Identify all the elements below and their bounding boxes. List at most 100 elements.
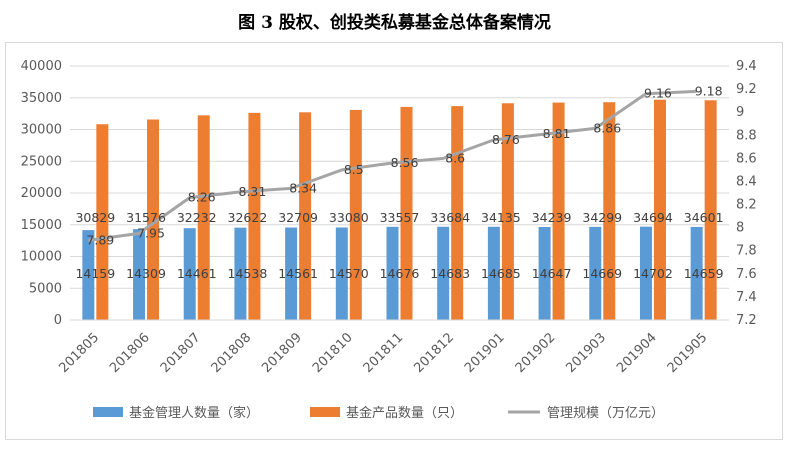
data-label-manager-count: 14570 xyxy=(329,266,369,281)
data-label-product-count: 33557 xyxy=(380,210,420,225)
bar-manager-count xyxy=(82,230,95,320)
x-tick-label: 201809 xyxy=(259,330,305,376)
bar-product-count xyxy=(603,102,616,320)
x-tick-label: 201904 xyxy=(614,330,660,376)
bar-product-count xyxy=(197,115,210,320)
y-left-tick-label: 20000 xyxy=(21,186,62,201)
bar-manager-count xyxy=(335,227,348,320)
y-right-tick-label: 8 xyxy=(736,221,744,236)
legend-swatch-manager-count xyxy=(93,407,123,417)
bar-manager-count xyxy=(183,228,196,320)
y-right-tick-label: 8.8 xyxy=(736,128,757,143)
bar-product-count xyxy=(299,112,312,320)
bar-series xyxy=(82,99,717,321)
y-axis-right: 7.2 7.4 7.6 7.8 8 8.2 8.4 8.6 8.8 9 9.2 9.4 xyxy=(736,59,757,328)
bar-product-count xyxy=(501,103,514,320)
y-right-tick-label: 9 xyxy=(736,105,744,120)
data-label-manager-count: 14659 xyxy=(684,266,724,281)
y-right-tick-label: 7.6 xyxy=(736,267,757,282)
data-label-manager-count: 14683 xyxy=(430,266,470,281)
x-tick-label: 201902 xyxy=(513,330,559,376)
bar-manager-count xyxy=(538,226,551,320)
data-label-management-scale: 8.26 xyxy=(188,190,216,205)
y-right-tick-label: 9.4 xyxy=(736,59,757,74)
x-tick-label: 201807 xyxy=(158,330,204,376)
y-left-tick-label: 40000 xyxy=(21,59,62,74)
data-label-manager-count: 14647 xyxy=(532,266,572,281)
y-right-tick-label: 8.4 xyxy=(736,174,757,189)
x-tick-label: 201811 xyxy=(361,330,407,376)
y-right-tick-label: 8.6 xyxy=(736,151,757,166)
bar-manager-count xyxy=(690,226,703,320)
data-label-management-scale: 8.86 xyxy=(593,120,621,135)
bar-manager-count xyxy=(386,226,399,320)
data-label-product-count: 34601 xyxy=(684,210,724,225)
bar-manager-count xyxy=(589,226,602,320)
data-label-management-scale: 7.89 xyxy=(86,232,114,247)
data-label-manager-count: 14561 xyxy=(278,266,318,281)
data-label-product-count: 34239 xyxy=(532,210,572,225)
bar-manager-count xyxy=(437,226,450,320)
data-label-product-count: 30829 xyxy=(75,210,115,225)
data-label-manager-count: 14702 xyxy=(633,266,673,281)
y-right-tick-label: 9.2 xyxy=(736,82,757,97)
x-tick-label: 201810 xyxy=(310,330,356,376)
data-label-management-scale: 7.95 xyxy=(137,225,165,240)
data-label-management-scale: 8.5 xyxy=(344,162,364,177)
data-label-manager-count: 14538 xyxy=(228,266,268,281)
data-label-management-scale: 9.18 xyxy=(695,83,723,98)
y-right-tick-label: 7.4 xyxy=(736,290,757,305)
bar-product-count xyxy=(653,99,666,320)
bar-product-count xyxy=(248,112,261,320)
x-tick-label: 201903 xyxy=(563,330,609,376)
y-left-tick-label: 30000 xyxy=(21,123,62,138)
y-right-tick-label: 7.8 xyxy=(736,244,757,259)
data-labels: 14159 30829 14309 31576 14461 32232 14538 32622… xyxy=(75,83,723,281)
data-label-product-count: 33684 xyxy=(430,210,470,225)
legend-label-manager-count: 基金管理人数量（家） xyxy=(129,405,259,421)
bar-manager-count xyxy=(285,227,298,320)
data-label-product-count: 31576 xyxy=(126,210,166,225)
bar-product-count xyxy=(552,102,565,320)
data-label-management-scale: 8.6 xyxy=(445,150,465,165)
data-label-management-scale: 8.81 xyxy=(543,126,571,141)
data-label-management-scale: 8.76 xyxy=(492,132,520,147)
y-left-tick-label: 15000 xyxy=(21,218,62,233)
y-axis-left: 0 5000 10000 15000 20000 25000 30000 35000 40000 xyxy=(21,59,62,328)
data-label-product-count: 33080 xyxy=(329,210,369,225)
y-left-tick-label: 35000 xyxy=(21,91,62,106)
bar-manager-count xyxy=(234,227,247,320)
legend-label-management-scale: 管理规模（万亿元） xyxy=(547,406,664,421)
bar-manager-count xyxy=(487,226,500,320)
bar-manager-count xyxy=(133,229,146,320)
chart-title: 图 3 股权、创投类私募基金总体备案情况 xyxy=(238,13,551,33)
data-label-management-scale: 9.16 xyxy=(644,86,672,101)
data-label-management-scale: 8.56 xyxy=(391,155,419,170)
data-label-product-count: 34299 xyxy=(582,210,622,225)
bar-product-count xyxy=(451,106,464,320)
y-left-tick-label: 5000 xyxy=(29,281,62,296)
x-tick-label: 201808 xyxy=(209,330,255,376)
line-management-scale xyxy=(88,89,697,242)
data-label-management-scale: 8.31 xyxy=(239,184,267,199)
y-right-tick-label: 7.2 xyxy=(736,313,757,328)
y-left-tick-label: 10000 xyxy=(21,250,62,265)
bar-product-count xyxy=(96,124,109,321)
y-left-tick-label: 0 xyxy=(54,313,62,328)
data-label-manager-count: 14309 xyxy=(126,266,166,281)
x-tick-label: 201905 xyxy=(665,330,711,376)
bar-product-count xyxy=(349,109,362,320)
bar-product-count xyxy=(704,100,717,320)
x-tick-label: 201806 xyxy=(107,330,153,376)
bar-product-count xyxy=(147,119,160,320)
chart-frame xyxy=(5,42,783,440)
data-label-manager-count: 14685 xyxy=(481,266,521,281)
data-label-product-count: 34135 xyxy=(481,210,521,225)
legend: 基金管理人数量（家） 基金产品数量（只） 管理规模（万亿元） xyxy=(93,405,664,421)
legend-swatch-product-count xyxy=(310,407,340,417)
bar-manager-count xyxy=(639,226,652,320)
data-label-product-count: 34694 xyxy=(633,210,673,225)
line-series xyxy=(88,89,697,242)
y-right-tick-label: 8.2 xyxy=(736,198,757,213)
